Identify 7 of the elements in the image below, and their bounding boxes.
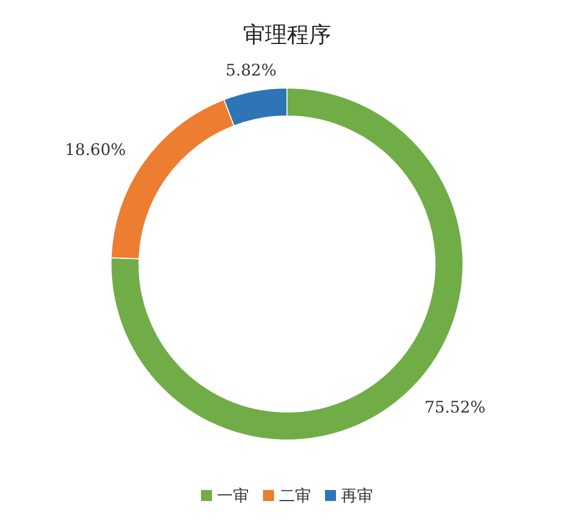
legend-label: 二审 [279,486,311,505]
legend-label: 再审 [341,486,373,505]
data-label: 75.52% [424,397,486,416]
data-label: 5.82% [226,60,276,80]
chart-title: 审理程序 [243,23,331,48]
legend-label: 一审 [217,486,249,505]
data-label: 18.60% [64,140,126,159]
